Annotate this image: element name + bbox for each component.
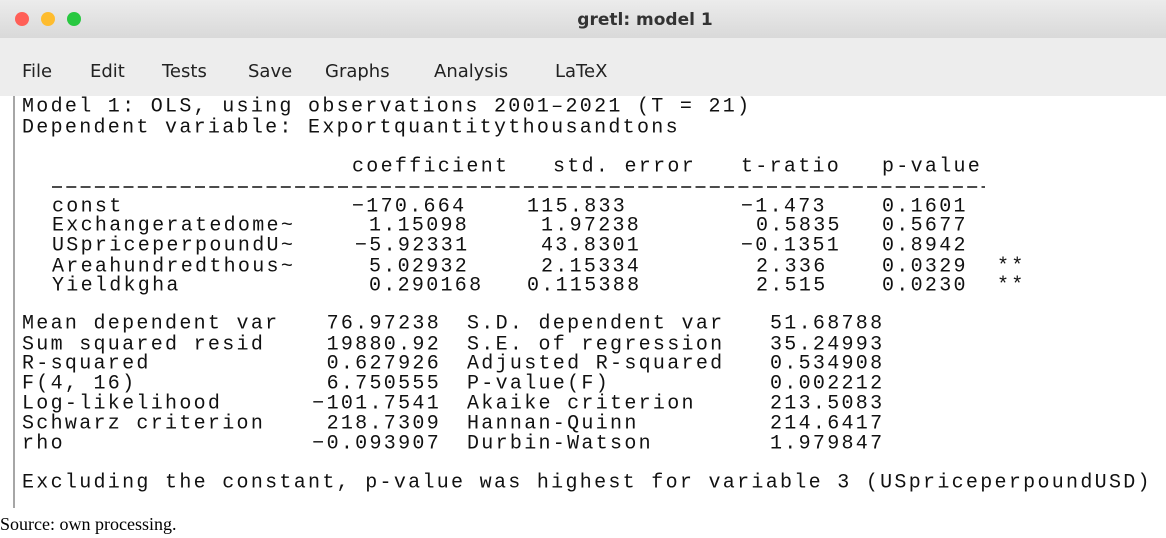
std-error: 115.833 bbox=[527, 195, 627, 218]
stat-value: 0.627926 bbox=[327, 352, 441, 375]
p-value: 0.0230 bbox=[882, 274, 968, 297]
menu-bar bbox=[0, 38, 1166, 96]
stat-label: P-value(F) bbox=[467, 372, 610, 395]
menu-item[interactable]: LaTeX bbox=[555, 61, 607, 82]
variable-name: USpriceperpoundU~ bbox=[52, 234, 295, 257]
variable-name: Exchangeratedome~ bbox=[52, 214, 295, 237]
text-area bbox=[14, 96, 1166, 508]
coefficient: 5.02932 bbox=[369, 255, 469, 278]
column-header: coefficient bbox=[352, 155, 509, 178]
t-ratio: −1.473 bbox=[741, 195, 827, 218]
std-error: 2.15334 bbox=[541, 255, 641, 278]
stat-value: 218.7309 bbox=[327, 412, 441, 435]
stat-value: 0.002212 bbox=[770, 372, 884, 395]
p-value: 0.0329 bbox=[882, 255, 968, 278]
stat-label: Mean dependent var bbox=[22, 312, 279, 335]
p-value: 0.1601 bbox=[882, 195, 968, 218]
stat-value: 213.5083 bbox=[770, 392, 884, 415]
significance: ** bbox=[997, 274, 1026, 297]
title-bar bbox=[0, 0, 1166, 38]
menu-item[interactable]: Analysis bbox=[434, 61, 508, 82]
column-header: p-value bbox=[882, 155, 982, 178]
stat-value: −0.093907 bbox=[312, 432, 441, 455]
menu-item[interactable]: Tests bbox=[161, 61, 207, 82]
stat-label: Log-likelihood bbox=[22, 392, 222, 415]
stat-label: Durbin-Watson bbox=[467, 432, 653, 455]
stat-label: F(4, 16) bbox=[22, 372, 136, 395]
column-header: std. error bbox=[553, 155, 696, 178]
significance: ** bbox=[997, 255, 1026, 278]
heading-line: Dependent variable: Exportquantitythousa… bbox=[22, 116, 680, 139]
heading-line: Model 1: OLS, using observations 2001–20… bbox=[22, 95, 751, 118]
variable-name: const bbox=[52, 195, 124, 218]
column-header: t-ratio bbox=[741, 155, 841, 178]
t-ratio: 2.515 bbox=[756, 274, 828, 297]
t-ratio: −0.1351 bbox=[741, 234, 841, 257]
stat-label: R-squared bbox=[22, 352, 151, 375]
menu-item[interactable]: File bbox=[22, 61, 52, 82]
stat-label: S.D. dependent var bbox=[467, 312, 724, 335]
t-ratio: 0.5835 bbox=[756, 214, 842, 237]
note: Excluding the constant, p-value was high… bbox=[22, 471, 1152, 494]
p-value: 0.5677 bbox=[882, 214, 968, 237]
std-error: 43.8301 bbox=[541, 234, 641, 257]
std-error: 1.97238 bbox=[541, 214, 641, 237]
variable-name: Yieldkgha bbox=[52, 274, 181, 297]
coefficient: −170.664 bbox=[352, 195, 466, 218]
stat-label: Hannan-Quinn bbox=[467, 412, 639, 435]
window-title: gretl: model 1 bbox=[577, 10, 712, 30]
zoom-button[interactable] bbox=[67, 12, 81, 26]
stat-label: Akaike criterion bbox=[467, 392, 696, 415]
stat-value: 35.24993 bbox=[770, 333, 884, 356]
stat-label: Schwarz criterion bbox=[22, 412, 265, 435]
stat-value: 6.750555 bbox=[327, 372, 441, 395]
stat-value: 1.979847 bbox=[770, 432, 884, 455]
p-value: 0.8942 bbox=[882, 234, 968, 257]
menu-item[interactable]: Graphs bbox=[325, 61, 390, 82]
stat-label: Sum squared resid bbox=[22, 333, 265, 356]
menu-item[interactable]: Save bbox=[248, 61, 292, 82]
stat-label: rho bbox=[22, 432, 65, 455]
coefficient: 0.290168 bbox=[369, 274, 483, 297]
t-ratio: 2.336 bbox=[756, 255, 828, 278]
stat-value: 76.97238 bbox=[327, 312, 441, 335]
stat-value: 214.6417 bbox=[770, 412, 884, 435]
stat-value: 51.68788 bbox=[770, 312, 884, 335]
stat-value: 19880.92 bbox=[327, 333, 441, 356]
stat-label: Adjusted R-squared bbox=[467, 352, 724, 375]
close-button[interactable] bbox=[15, 12, 29, 26]
stat-label: S.E. of regression bbox=[467, 333, 724, 356]
coefficient: −5.92331 bbox=[355, 234, 469, 257]
stat-value: 0.534908 bbox=[770, 352, 884, 375]
stat-value: −101.7541 bbox=[312, 392, 441, 415]
menu-item[interactable]: Edit bbox=[90, 61, 125, 82]
source: Source: own processing. bbox=[0, 514, 176, 534]
coefficient: 1.15098 bbox=[369, 214, 469, 237]
minimize-button[interactable] bbox=[41, 12, 55, 26]
variable-name: Areahundredthous~ bbox=[52, 255, 295, 278]
std-error: 0.115388 bbox=[527, 274, 641, 297]
